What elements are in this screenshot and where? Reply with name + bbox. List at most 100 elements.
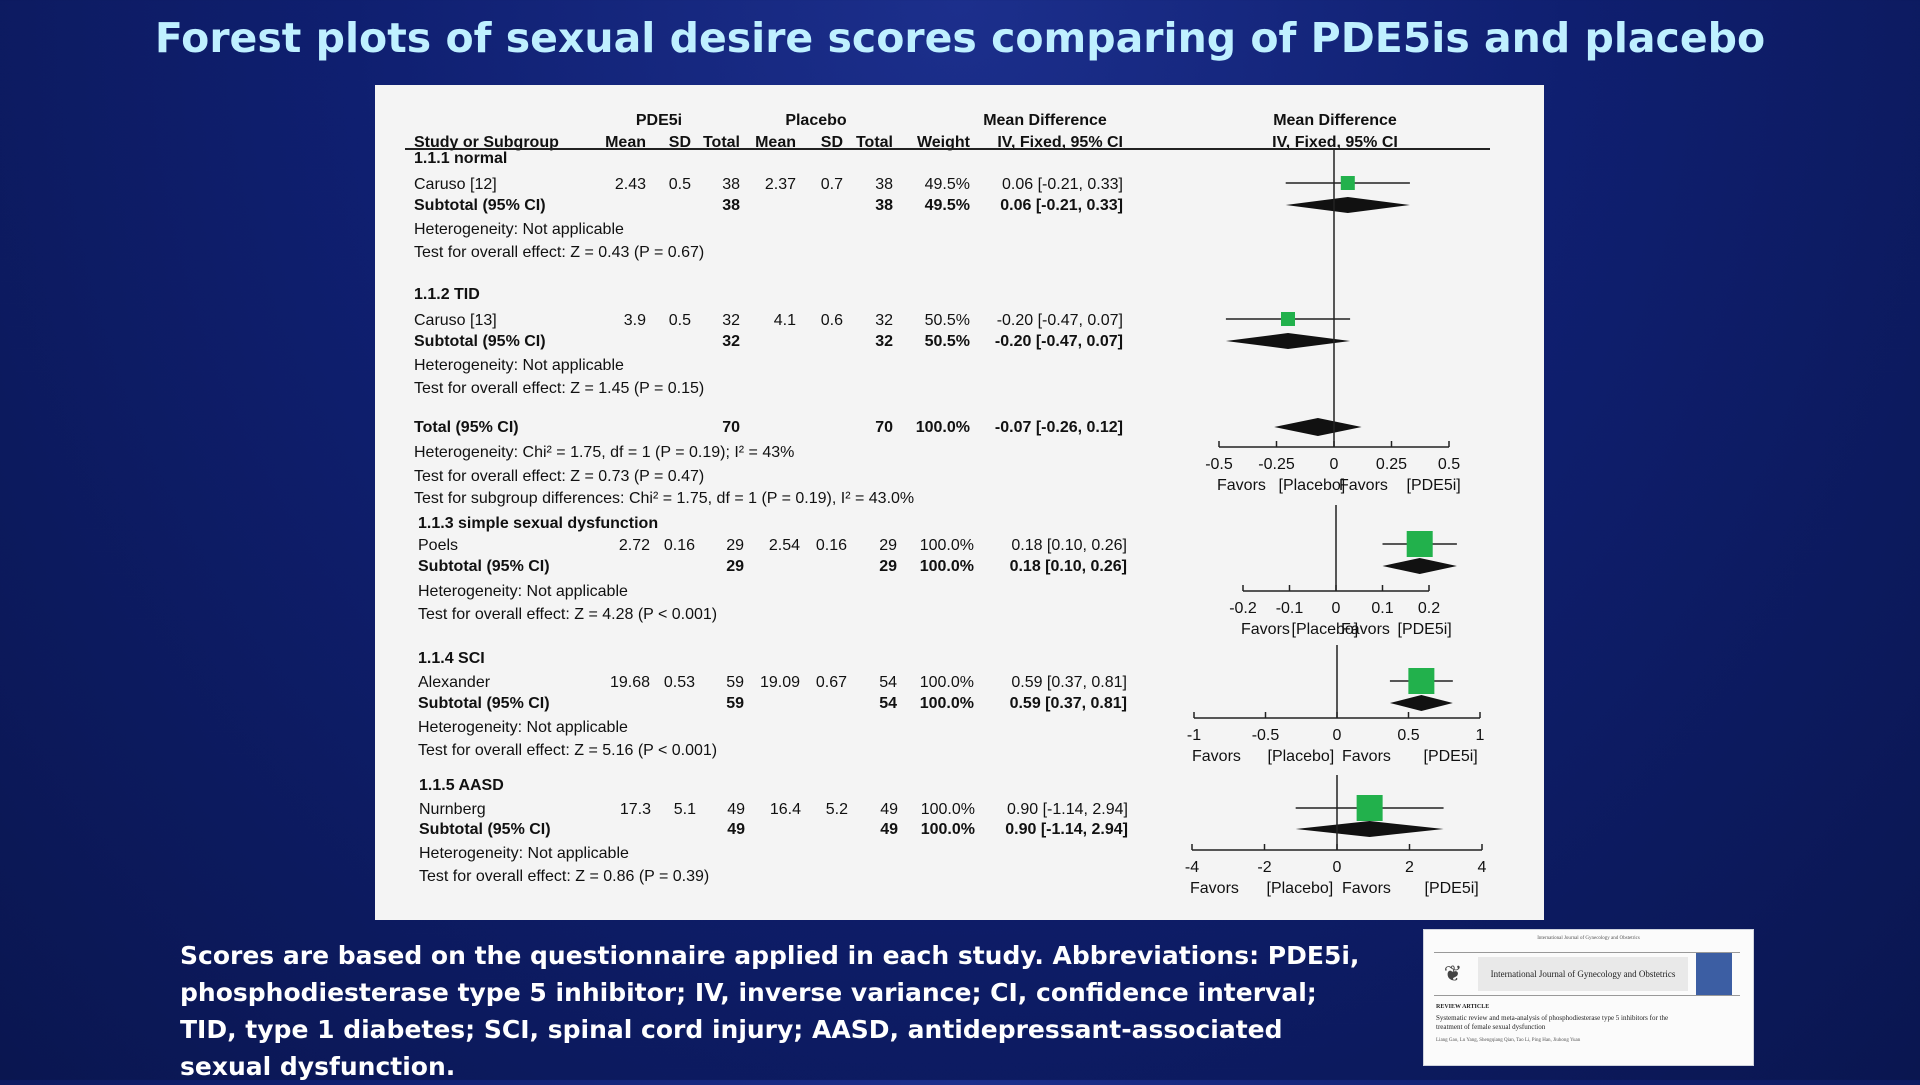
study-name: Poels [418,537,458,554]
overall-effect-text: Test for overall effect: Z = 4.28 (P < 0… [418,606,717,623]
subtotal-weight: 50.5% [925,333,970,350]
heterogeneity-text: Heterogeneity: Not applicable [419,845,629,862]
column-header: Study or Subgroup [414,134,559,151]
pde5i-tag: [PDE5i] [1407,477,1461,494]
placebo-mean: 4.1 [774,312,796,329]
study-marker [1406,531,1433,557]
x-tick-label: -0.5 [1252,727,1280,744]
favors-right-label: Favors [1342,880,1391,897]
placebo-total: 49 [880,801,898,818]
pde5i-sd: 0.5 [669,176,691,193]
column-header: Total [856,134,893,151]
placebo-mean: 19.09 [760,674,800,691]
favors-left-label: Favors [1190,880,1239,897]
heterogeneity-text: Heterogeneity: Not applicable [414,221,624,238]
study-ci: 0.06 [-0.21, 0.33] [1002,176,1123,193]
subtotal-pde5i-total: 59 [726,695,744,712]
overall-effect-text: Test for overall effect: Z = 0.86 (P = 0… [419,868,709,885]
subgroup-label: 1.1.2 TID [414,286,480,303]
header-pde5i: PDE5i [636,112,682,129]
pde5i-total: 38 [722,176,740,193]
subtotal-pde5i-total: 29 [726,558,744,575]
placebo-tag: [Placebo] [1267,880,1334,897]
x-tick-label: -0.5 [1205,456,1233,473]
study-ci: -0.20 [-0.47, 0.07] [997,312,1123,329]
placebo-tag: [Placebo] [1268,748,1335,765]
total-overall-effect: Test for overall effect: Z = 0.73 (P = 0… [414,468,704,485]
subgroup-differences-test: Test for subgroup differences: Chi² = 1.… [414,490,914,507]
study-marker [1340,176,1355,190]
study-name: Alexander [418,674,491,691]
pde5i-tag: [PDE5i] [1425,880,1479,897]
x-tick-label: -4 [1185,859,1199,876]
x-tick-label: 4 [1478,859,1487,876]
column-header: SD [669,134,691,151]
overall-effect-text: Test for overall effect: Z = 0.43 (P = 0… [414,244,704,261]
total-label: Total (95% CI) [414,419,519,436]
subtotal-placebo-total: 32 [875,333,893,350]
subtotal-placebo-total: 29 [879,558,897,575]
subtotal-weight: 100.0% [920,558,974,575]
article-thumbnail[interactable]: International Journal of Gynecology and … [1423,929,1754,1066]
study-weight: 100.0% [920,537,974,554]
publisher-logo-icon: ❦ [1443,961,1463,986]
header-mean-difference-plot: Mean Difference [1273,112,1397,129]
overall-effect-text: Test for overall effect: Z = 5.16 (P < 0… [418,742,717,759]
placebo-sd: 0.67 [816,674,847,691]
journal-cover-icon [1696,953,1732,995]
subtotal-label: Subtotal (95% CI) [419,821,551,838]
subgroup-label: 1.1.1 normal [414,150,507,167]
placebo-mean: 16.4 [770,801,801,818]
subtotal-ci: 0.18 [0.10, 0.26] [1010,558,1127,575]
total-heterogeneity: Heterogeneity: Chi² = 1.75, df = 1 (P = … [414,444,794,461]
forest-plot-figure: PDE5i Placebo Mean Difference Mean Differen… [375,85,1544,920]
pde5i-mean: 2.72 [619,537,650,554]
x-tick-label: -2 [1257,859,1271,876]
subgroup-label: 1.1.4 SCI [418,650,485,667]
x-tick-label: 0 [1330,456,1339,473]
subtotal-label: Subtotal (95% CI) [414,333,546,350]
subtotal-pde5i-total: 38 [722,197,740,214]
subtotal-pde5i-total: 32 [722,333,740,350]
subtotal-pde5i-total: 49 [727,821,745,838]
pde5i-total: 59 [726,674,744,691]
subtotal-diamond [1225,333,1351,349]
subtotal-diamond [1389,695,1453,711]
subgroup-label: 1.1.3 simple sexual dysfunction [418,515,658,532]
study-name: Nurnberg [419,801,486,818]
study-marker [1408,668,1435,694]
subtotal-label: Subtotal (95% CI) [418,558,550,575]
x-tick-label: -0.2 [1229,600,1257,617]
x-tick-label: -0.25 [1258,456,1295,473]
total-diamond [1274,418,1362,436]
x-tick-label: 0.5 [1397,727,1419,744]
column-header: SD [821,134,843,151]
study-ci: 0.90 [-1.14, 2.94] [1007,801,1128,818]
pde5i-sd: 0.53 [664,674,695,691]
study-name: Caruso [13] [414,312,497,329]
subtotal-label: Subtotal (95% CI) [418,695,550,712]
subtotal-label: Subtotal (95% CI) [414,197,546,214]
header-mean-difference: Mean Difference [983,112,1107,129]
subtotal-weight: 100.0% [920,695,974,712]
subtotal-ci: 0.59 [0.37, 0.81] [1010,695,1127,712]
subtotal-ci: 0.90 [-1.14, 2.94] [1005,821,1128,838]
pde5i-total: 32 [722,312,740,329]
subtotal-placebo-total: 49 [880,821,898,838]
column-header: Total [703,134,740,151]
favors-left-label: Favors [1192,748,1241,765]
study-ci: 0.18 [0.10, 0.26] [1011,537,1127,554]
pde5i-mean: 19.68 [610,674,650,691]
x-tick-label: -0.1 [1276,600,1304,617]
heterogeneity-text: Heterogeneity: Not applicable [414,357,624,374]
x-tick-label: 0 [1333,859,1342,876]
placebo-sd: 0.7 [821,176,843,193]
x-tick-label: 0.5 [1438,456,1460,473]
placebo-total: 32 [875,312,893,329]
subtotal-weight: 49.5% [925,197,970,214]
subtotal-ci: -0.20 [-0.47, 0.07] [995,333,1123,350]
column-header: IV, Fixed, 95% CI [997,134,1123,151]
thumbnail-masthead: ❦ International Journal of Gynecology an… [1434,952,1740,996]
subtotal-placebo-total: 38 [875,197,893,214]
study-weight: 100.0% [920,674,974,691]
